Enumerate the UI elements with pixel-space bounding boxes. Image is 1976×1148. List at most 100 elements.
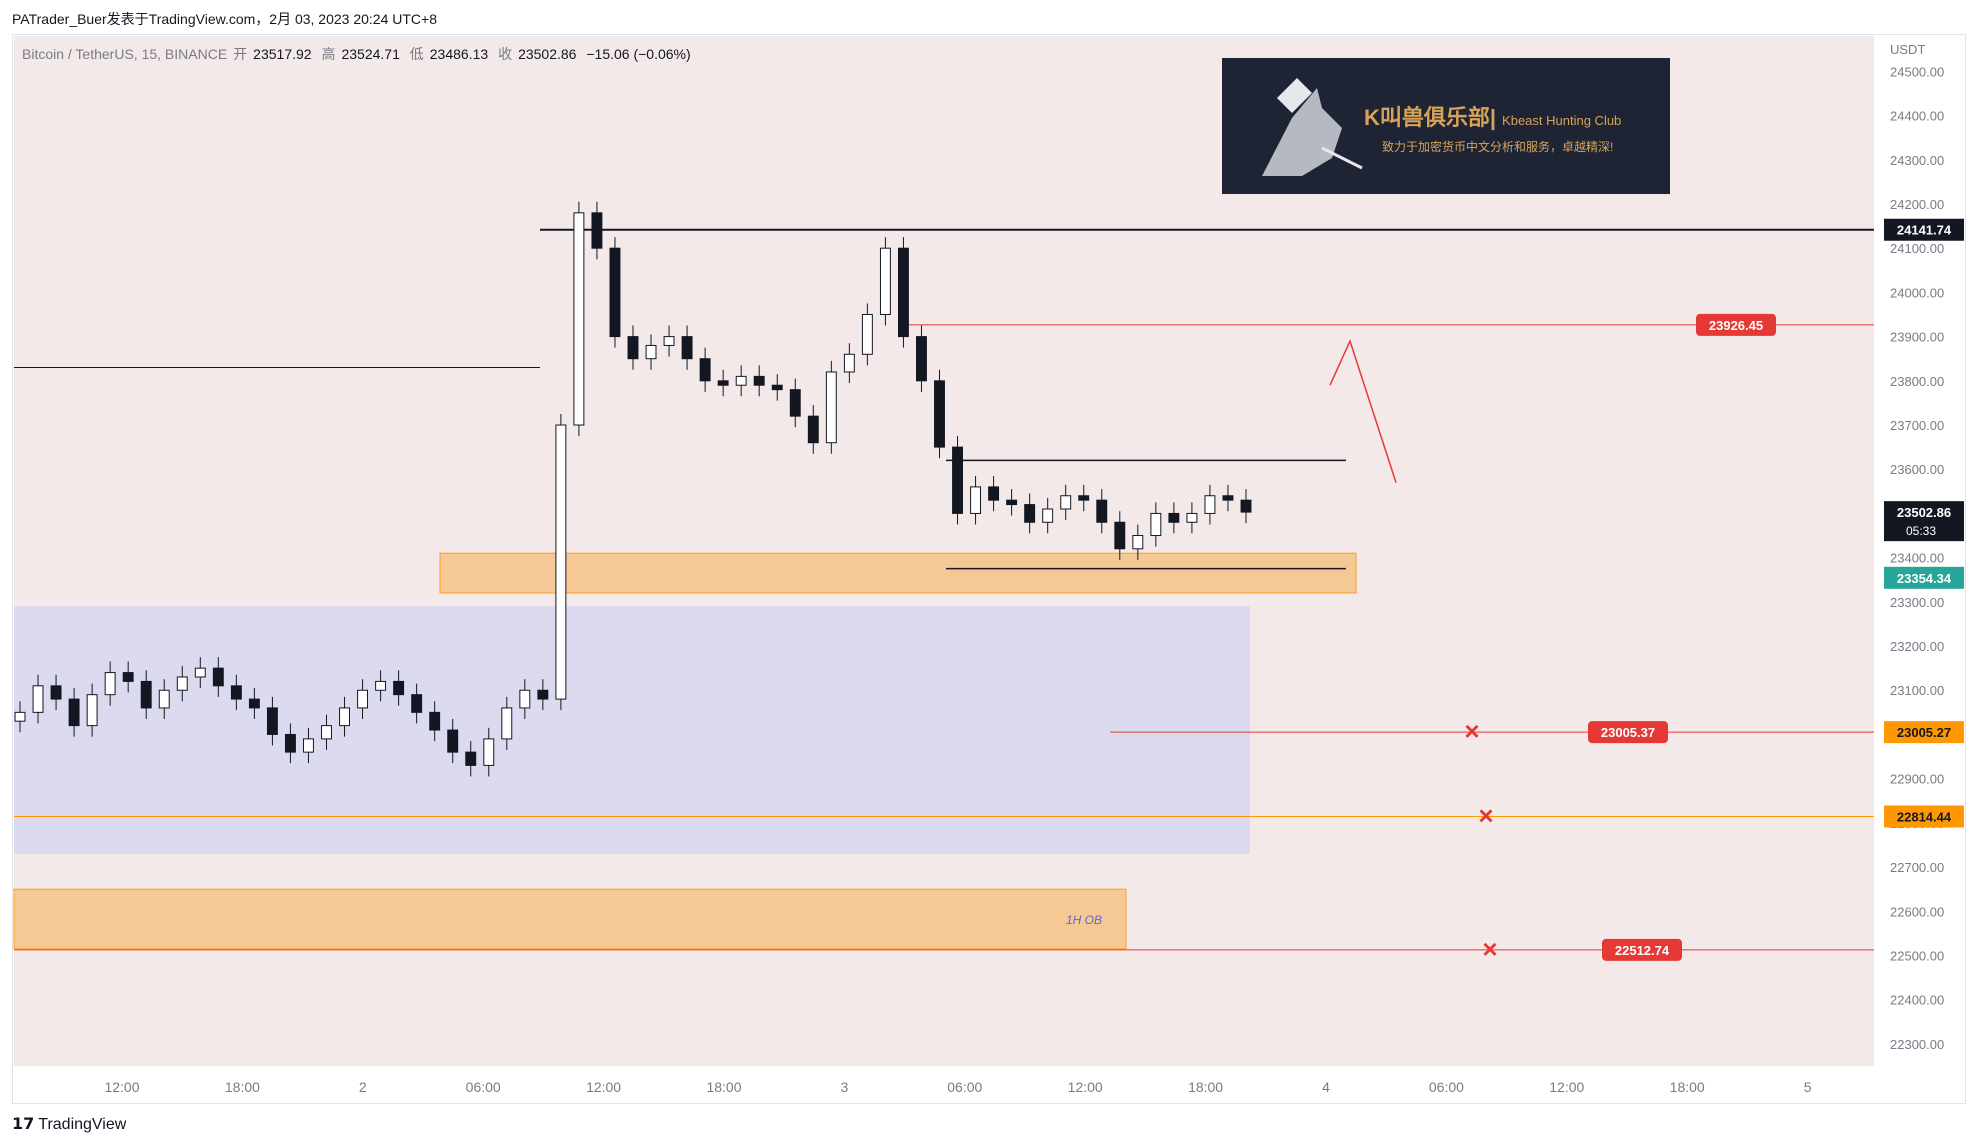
x-tick-label: 3	[841, 1079, 849, 1095]
candle-body	[248, 698, 260, 709]
open-value: 23517.92	[253, 46, 312, 62]
high-value: 23524.71	[341, 46, 400, 62]
candle-body	[212, 667, 224, 687]
y-tick-label: 24200.00	[1890, 197, 1944, 212]
candle-body	[1042, 508, 1054, 523]
y-tick-label: 24500.00	[1890, 64, 1944, 79]
tradingview-logo-icon: 17	[12, 1114, 35, 1133]
candle-body	[934, 380, 945, 448]
candle-body	[573, 212, 585, 426]
low-label: 低	[409, 46, 424, 62]
candle-body	[519, 689, 531, 709]
candle-body	[50, 685, 62, 700]
price-unit: USDT	[1890, 42, 1926, 57]
candle-body	[988, 486, 1000, 501]
candle-body	[321, 725, 332, 740]
candle-body	[1186, 512, 1198, 523]
candle-body	[339, 707, 350, 727]
candle-body	[447, 729, 459, 753]
y-tick-label: 23300.00	[1890, 595, 1944, 610]
candle-body	[1096, 499, 1108, 523]
zone-purple	[14, 606, 1250, 854]
close-value: 23502.86	[518, 46, 577, 62]
x-tick-label: 18:00	[1670, 1079, 1705, 1095]
y-tick-label: 23400.00	[1890, 551, 1944, 566]
price-label-text: 23005.37	[1601, 725, 1655, 740]
y-tick-label: 23900.00	[1890, 330, 1944, 345]
projection-arrow	[1329, 338, 1397, 483]
candle-body	[1168, 512, 1180, 523]
club-logo: K叫兽俱乐部| Kbeast Hunting Club 致力于加密货币中文分析和服…	[1222, 58, 1670, 194]
symbol-name: Bitcoin / TetherUS, 15, BINANCE	[22, 46, 228, 62]
price-label-text: 23926.45	[1709, 318, 1763, 333]
candle-body	[122, 672, 134, 682]
candle-body	[1222, 495, 1234, 501]
candle-body	[825, 371, 837, 444]
candle-body	[970, 486, 982, 514]
x-tick-label: 06:00	[1429, 1079, 1464, 1095]
candle-body	[1132, 535, 1144, 550]
candle-body	[32, 685, 44, 713]
hunter-logo-icon	[1262, 78, 1363, 176]
candle-body	[627, 336, 639, 360]
candle-body	[68, 698, 80, 727]
candle-body	[753, 375, 765, 386]
x-tick-label: 12:00	[586, 1079, 621, 1095]
x-tick-label: 18:00	[225, 1079, 260, 1095]
logo-subtitle: Kbeast Hunting Club	[1502, 113, 1622, 128]
candle-body	[952, 446, 963, 514]
price-countdown: 05:33	[1906, 524, 1936, 538]
price-label	[1696, 313, 1776, 336]
candle-body	[303, 738, 314, 753]
x-tick-label: 4	[1322, 1079, 1330, 1095]
candle-body	[411, 694, 423, 713]
candle-body	[897, 247, 909, 338]
candle-body	[1006, 499, 1018, 506]
candle-body	[104, 672, 116, 696]
candle-body	[1240, 499, 1252, 513]
y-tick-label: 22400.00	[1890, 993, 1944, 1008]
candle-body	[1078, 495, 1090, 501]
y-tick-label: 24100.00	[1890, 241, 1944, 256]
y-tick-label: 22600.00	[1890, 904, 1944, 919]
y-tick-label: 22300.00	[1890, 1037, 1944, 1052]
invalidated-marker: ×	[1464, 716, 1479, 746]
close-label: 收	[498, 46, 513, 62]
candle-body	[537, 689, 549, 700]
y-tick-label: 24400.00	[1890, 109, 1944, 124]
candle-body	[843, 353, 855, 373]
candle-body	[1060, 495, 1072, 510]
y-tick-label: 22500.00	[1890, 948, 1944, 963]
candle-body	[699, 358, 711, 382]
candle-body	[663, 336, 675, 346]
logo-title: K叫兽俱乐部| Kbeast Hunting Club	[1364, 100, 1621, 132]
candle-body	[681, 336, 693, 360]
price-label	[1884, 501, 1964, 542]
chart-attribution: PATrader_Buer发表于TradingView.com，2月 03, 2…	[12, 11, 437, 27]
price-label-text: 22512.74	[1615, 943, 1670, 958]
candle-body	[789, 389, 801, 417]
candle-body	[140, 680, 152, 709]
x-tick-label: 12:00	[1549, 1079, 1584, 1095]
logo-title-text: K叫兽俱乐部|	[1364, 105, 1497, 130]
zone-orange	[439, 552, 1357, 594]
candle-body	[501, 707, 513, 740]
y-tick-label: 22900.00	[1890, 772, 1944, 787]
x-tick-label: 06:00	[947, 1079, 982, 1095]
candle-body	[194, 667, 206, 678]
candle-body	[609, 247, 621, 338]
y-tick-label: 23600.00	[1890, 462, 1944, 477]
symbol-info: Bitcoin / TetherUS, 15, BINANCE 开 23517.92…	[22, 44, 697, 64]
zone-orange	[13, 888, 1127, 950]
candle-body	[230, 685, 242, 700]
candle-body	[14, 711, 26, 722]
candle-body	[591, 212, 603, 249]
open-label: 开	[233, 46, 248, 62]
logo-tagline: 致力于加密货币中文分析和服务，卓越精深!	[1382, 140, 1614, 154]
tradingview-watermark: 17 TradingView	[12, 1114, 126, 1134]
candle-body	[176, 676, 188, 691]
y-tick-label: 24300.00	[1890, 153, 1944, 168]
price-label	[1588, 721, 1668, 744]
y-tick-label: 23800.00	[1890, 374, 1944, 389]
